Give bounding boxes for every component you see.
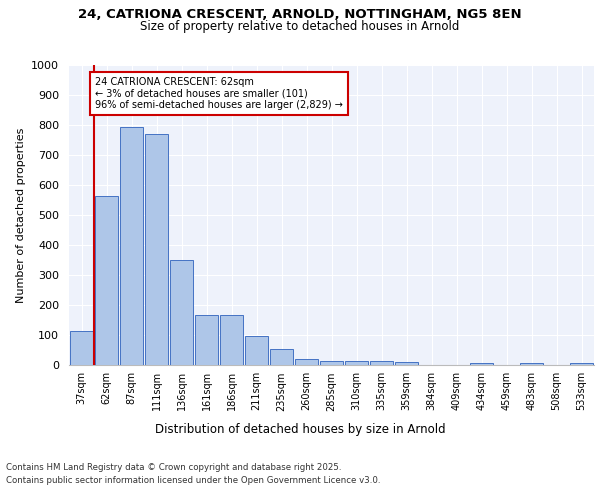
Text: Distribution of detached houses by size in Arnold: Distribution of detached houses by size … bbox=[155, 422, 445, 436]
Bar bbox=[119, 127, 143, 365]
Bar bbox=[194, 314, 218, 365]
Bar bbox=[320, 361, 343, 365]
Text: 24, CATRIONA CRESCENT, ARNOLD, NOTTINGHAM, NG5 8EN: 24, CATRIONA CRESCENT, ARNOLD, NOTTINGHA… bbox=[78, 8, 522, 20]
Bar bbox=[470, 363, 493, 365]
Bar bbox=[95, 196, 118, 365]
Bar bbox=[344, 362, 368, 365]
Bar bbox=[569, 363, 593, 365]
Bar bbox=[295, 359, 319, 365]
Bar bbox=[520, 363, 544, 365]
Bar bbox=[145, 134, 169, 365]
Bar bbox=[269, 348, 293, 365]
Text: Size of property relative to detached houses in Arnold: Size of property relative to detached ho… bbox=[140, 20, 460, 33]
Y-axis label: Number of detached properties: Number of detached properties bbox=[16, 128, 26, 302]
Text: Contains public sector information licensed under the Open Government Licence v3: Contains public sector information licen… bbox=[6, 476, 380, 485]
Text: 24 CATRIONA CRESCENT: 62sqm
← 3% of detached houses are smaller (101)
96% of sem: 24 CATRIONA CRESCENT: 62sqm ← 3% of deta… bbox=[95, 77, 343, 110]
Bar bbox=[370, 362, 394, 365]
Text: Contains HM Land Registry data © Crown copyright and database right 2025.: Contains HM Land Registry data © Crown c… bbox=[6, 462, 341, 471]
Bar bbox=[70, 331, 94, 365]
Bar bbox=[170, 260, 193, 365]
Bar bbox=[245, 336, 268, 365]
Bar bbox=[395, 362, 418, 365]
Bar bbox=[220, 314, 244, 365]
